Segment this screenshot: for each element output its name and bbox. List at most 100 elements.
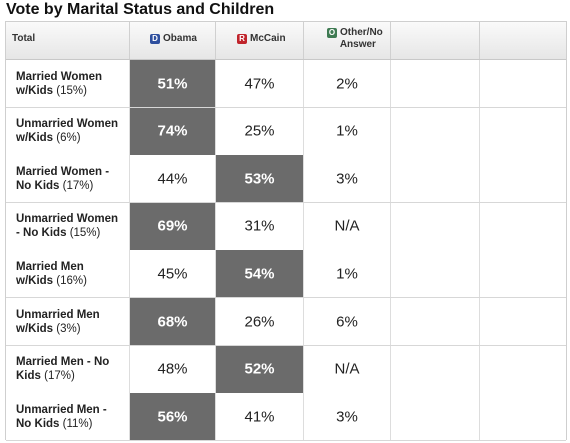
mccain-value: 26%	[244, 313, 275, 330]
empty-cell	[391, 202, 480, 250]
row-label-line-2: w/Kids	[16, 132, 54, 145]
other-value: 2%	[336, 75, 358, 92]
header-empty-2	[480, 22, 566, 59]
obama-cell: 68%	[130, 298, 216, 345]
other-cell: 6%	[304, 298, 391, 345]
empty-cell	[391, 155, 480, 203]
mccain-cell: 53%	[216, 155, 304, 203]
empty-cell	[480, 155, 566, 202]
other-value: 1%	[336, 265, 358, 283]
mccain-value: 31%	[244, 217, 275, 235]
row-label-line-2: w/Kids	[16, 84, 54, 97]
other-cell: 1%	[304, 107, 391, 155]
democrat-badge-icon: D	[150, 34, 160, 44]
empty-cell	[480, 108, 566, 155]
empty-cell	[480, 346, 566, 393]
mccain-value: 41%	[244, 408, 275, 426]
row-label-line-1: Married Men - No	[16, 356, 110, 369]
obama-cell: 45%	[130, 250, 216, 298]
obama-value: 44%	[157, 170, 188, 188]
other-value: 6%	[336, 313, 358, 330]
obama-value: 68%	[157, 313, 188, 330]
other-cell: N/A	[304, 345, 391, 393]
other-cell: 3%	[304, 393, 391, 441]
table-header: Total D Obama R McCain O Other/No Answer	[6, 22, 566, 60]
table-row: Married Women - No Kids (17%) 44% 53% 3%	[6, 155, 566, 204]
empty-cell	[480, 203, 566, 250]
page-title: Vote by Marital Status and Children	[6, 1, 275, 18]
row-label-share: (16%)	[56, 274, 87, 287]
obama-value: 74%	[157, 122, 188, 140]
empty-cell	[480, 60, 566, 107]
header-mccain-label: McCain	[250, 33, 286, 44]
header-other[interactable]: O Other/No Answer	[304, 22, 391, 59]
obama-value: 45%	[157, 265, 188, 283]
mccain-cell: 31%	[216, 202, 304, 250]
obama-cell: 48%	[130, 345, 216, 393]
mccain-value: 25%	[244, 122, 275, 140]
other-value: 3%	[336, 408, 358, 426]
row-label-cell: Unmarried Women w/Kids (6%)	[6, 107, 130, 155]
row-label: Unmarried Men - No Kids (11%)	[16, 403, 128, 431]
empty-cell	[391, 298, 480, 345]
obama-value: 48%	[157, 360, 188, 378]
mccain-value: 53%	[244, 170, 275, 188]
mccain-cell: 41%	[216, 393, 304, 441]
other-value: N/A	[334, 360, 360, 378]
row-label: Married Women - No Kids (17%)	[16, 165, 128, 193]
row-label-line-1: Unmarried Men	[16, 308, 100, 321]
row-label-line-2: w/Kids	[16, 322, 54, 335]
mccain-cell: 52%	[216, 345, 304, 393]
obama-cell: 56%	[130, 393, 216, 441]
header-mccain[interactable]: R McCain	[216, 22, 304, 59]
header-total[interactable]: Total	[6, 22, 130, 59]
header-obama[interactable]: D Obama	[130, 22, 216, 59]
empty-cell	[391, 60, 480, 107]
other-cell: 2%	[304, 60, 391, 107]
row-label-line-2: No Kids	[16, 417, 60, 430]
row-label: Unmarried Men w/Kids (3%)	[16, 308, 128, 336]
row-label-cell: Married Women - No Kids (17%)	[6, 155, 130, 203]
other-cell: 1%	[304, 250, 391, 298]
table-row: Unmarried Women w/Kids (6%) 74% 25% 1%	[6, 107, 566, 156]
row-label-line-1: Unmarried Men -	[16, 403, 107, 416]
obama-cell: 74%	[130, 107, 216, 155]
obama-value: 69%	[157, 217, 188, 235]
mccain-cell: 47%	[216, 60, 304, 107]
row-label-share: (15%)	[69, 227, 101, 240]
empty-cell	[480, 298, 566, 345]
row-label-share: (15%)	[56, 84, 87, 97]
row-label-line-2: Kids	[16, 370, 41, 383]
row-label-line-1: Unmarried Women	[16, 118, 119, 131]
mccain-cell: 54%	[216, 250, 304, 298]
other-value: N/A	[334, 217, 360, 235]
mccain-value: 47%	[244, 75, 275, 92]
table-row: Married Men w/Kids (16%) 45% 54% 1%	[6, 250, 566, 299]
row-label-line-2: w/Kids	[16, 274, 54, 287]
obama-value: 51%	[157, 75, 188, 92]
row-label-cell: Unmarried Men - No Kids (11%)	[6, 393, 130, 441]
row-label-share: (6%)	[56, 132, 81, 145]
mccain-cell: 25%	[216, 107, 304, 155]
obama-cell: 69%	[130, 202, 216, 250]
header-total-label: Total	[12, 33, 36, 44]
row-label-share: (17%)	[62, 179, 94, 192]
mccain-value: 54%	[244, 265, 275, 283]
row-label-cell: Married Women w/Kids (15%)	[6, 60, 130, 107]
empty-cell	[391, 393, 480, 441]
empty-cell	[391, 345, 480, 393]
obama-value: 56%	[157, 408, 188, 426]
table-row: Married Men - No Kids (17%) 48% 52% N/A	[6, 345, 566, 394]
other-value: 1%	[336, 122, 358, 140]
header-obama-label: Obama	[163, 33, 197, 44]
results-table: Total D Obama R McCain O Other/No Answer Ma…	[5, 21, 567, 442]
mccain-cell: 26%	[216, 298, 304, 345]
table-row: Unmarried Men - No Kids (11%) 56% 41% 3%	[6, 393, 566, 442]
empty-cell	[391, 107, 480, 155]
mccain-value: 52%	[244, 360, 275, 378]
empty-cell	[480, 250, 566, 297]
row-label-cell: Unmarried Men w/Kids (3%)	[6, 298, 130, 345]
header-empty-1	[391, 22, 480, 59]
row-label-cell: Married Men - No Kids (17%)	[6, 345, 130, 393]
row-label-line-2: - No Kids	[16, 227, 67, 240]
